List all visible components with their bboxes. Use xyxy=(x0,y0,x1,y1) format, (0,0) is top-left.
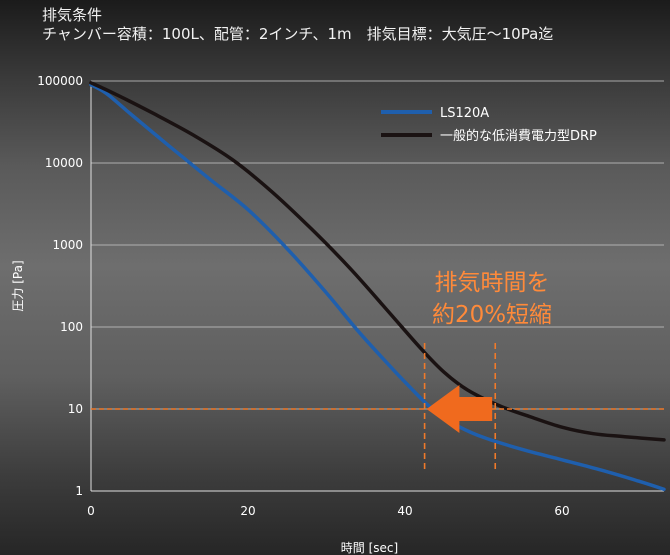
y-axis-label: 圧力 [Pa] xyxy=(11,260,25,311)
x-axis-label: 時間 [sec] xyxy=(341,541,398,555)
series-line-drp xyxy=(89,81,666,442)
chart-header: 排気条件 チャンバー容積：100L、配管：2インチ、1m 排気目標：大気圧〜10… xyxy=(42,6,553,44)
series-line-ls120a xyxy=(89,83,666,492)
x-tick-labels: 0 20 40 60 xyxy=(87,504,569,518)
reduction-arrow xyxy=(426,385,493,433)
series-lines xyxy=(89,81,666,492)
conditions-detail: チャンバー容積：100L、配管：2インチ、1m 排気目標：大気圧〜10Pa迄 xyxy=(42,25,554,43)
y-tick-labels: 100000 10000 1000 100 10 1 xyxy=(37,74,83,498)
legend: LS120A 一般的な低消費電力型DRP xyxy=(381,106,597,144)
y-tick-label: 10000 xyxy=(45,156,83,170)
x-tick-label: 0 xyxy=(87,504,95,518)
y-tick-label: 10 xyxy=(68,402,83,416)
conditions-title: 排気条件 xyxy=(42,6,103,24)
x-tick-label: 40 xyxy=(397,504,412,518)
gridlines xyxy=(90,80,664,492)
y-tick-label: 100000 xyxy=(37,74,83,88)
y-tick-label: 100 xyxy=(60,320,83,334)
y-tick-label: 1000 xyxy=(52,238,83,252)
y-tick-label: 1 xyxy=(75,484,83,498)
legend-entry-ls120a: LS120A xyxy=(440,106,489,121)
x-tick-label: 60 xyxy=(554,504,569,518)
legend-entry-drp: 一般的な低消費電力型DRP xyxy=(440,128,597,144)
annotation-line-2: 約20%短縮 xyxy=(432,302,552,328)
annotation-line-1: 排気時間を xyxy=(435,270,550,296)
x-tick-label: 20 xyxy=(240,504,255,518)
